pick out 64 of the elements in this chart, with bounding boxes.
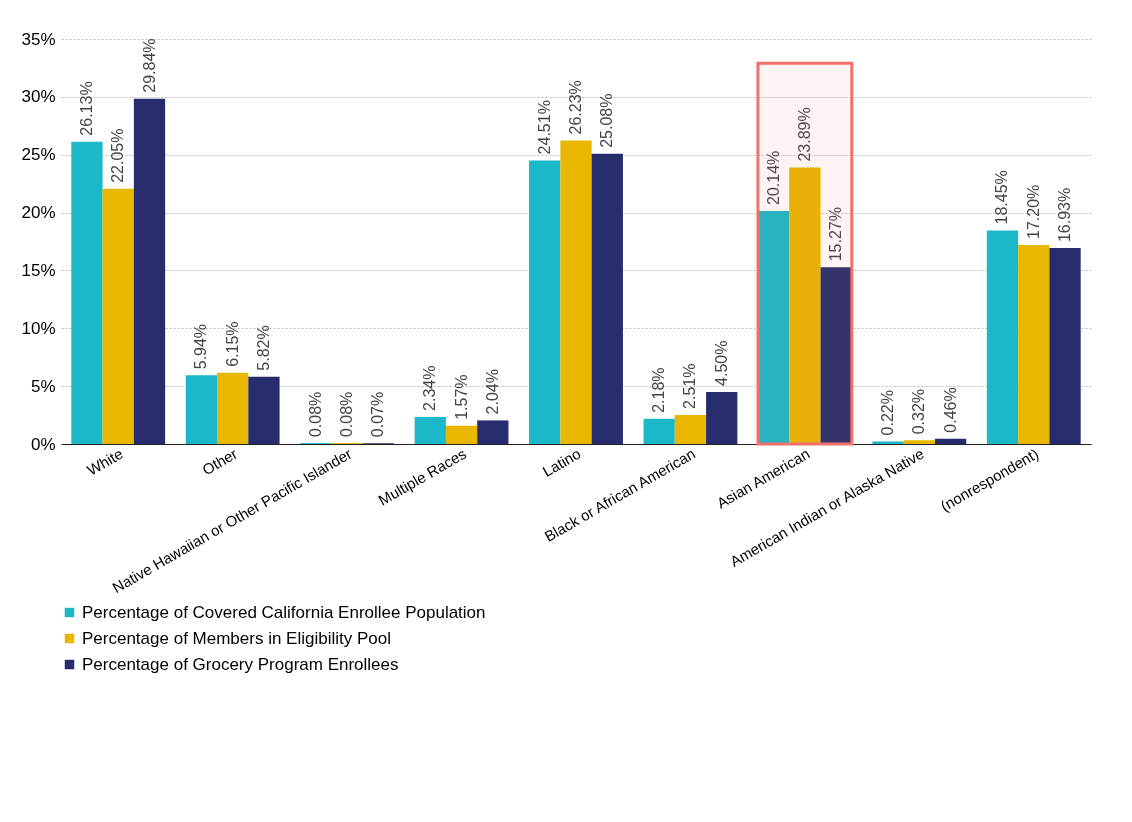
y-tick-label: 20% xyxy=(21,203,56,223)
y-tick-label: 10% xyxy=(21,318,56,338)
legend-label: Percentage of Members in Eligibility Pool xyxy=(82,628,391,648)
data-label: 16.93% xyxy=(1056,187,1074,243)
bar xyxy=(1018,244,1050,444)
data-label: 0.32% xyxy=(910,388,928,435)
y-tick-label: 15% xyxy=(21,260,56,280)
bar xyxy=(217,372,249,444)
legend-label: Percentage of Grocery Program Enrollees xyxy=(82,654,399,674)
bar xyxy=(706,391,738,444)
bar xyxy=(643,418,675,444)
bar xyxy=(820,267,852,444)
bar xyxy=(133,98,166,444)
x-tick-label: Other xyxy=(199,444,241,479)
data-label: 17.20% xyxy=(1024,184,1042,239)
bar xyxy=(986,230,1019,444)
y-tick-label: 35% xyxy=(21,29,56,49)
bar xyxy=(445,425,478,444)
bar xyxy=(414,416,446,444)
bar xyxy=(529,160,561,444)
bar xyxy=(1049,248,1081,444)
legend-label: Percentage of Covered California Enrollee Population xyxy=(82,602,486,622)
y-tick-label: 25% xyxy=(21,145,56,165)
data-label: 1.57% xyxy=(452,374,470,420)
data-label: 0.08% xyxy=(306,391,324,438)
data-label: 5.94% xyxy=(192,323,210,370)
y-tick-label: 30% xyxy=(21,87,56,107)
data-label: 0.07% xyxy=(369,391,387,438)
bar xyxy=(185,375,218,444)
data-label: 2.34% xyxy=(421,365,439,411)
bar xyxy=(674,414,707,444)
data-label: 26.13% xyxy=(77,81,95,136)
data-label: 18.45% xyxy=(993,170,1011,225)
data-label: 29.84% xyxy=(140,38,158,93)
data-label: 22.05% xyxy=(109,128,127,183)
data-label: 0.22% xyxy=(879,390,897,436)
y-tick-label: 0% xyxy=(30,434,56,454)
data-label: 15.27% xyxy=(827,207,845,262)
x-tick-label: White xyxy=(84,444,126,479)
bar xyxy=(934,438,967,444)
data-label: 0.46% xyxy=(941,387,959,433)
bar xyxy=(591,153,623,444)
data-label: 23.89% xyxy=(795,107,813,162)
data-label: 20.14% xyxy=(764,150,782,205)
data-label: 0.08% xyxy=(338,391,356,438)
data-label: 25.08% xyxy=(598,93,616,148)
bar xyxy=(71,141,103,444)
data-label: 2.18% xyxy=(650,367,668,413)
bar xyxy=(477,420,509,444)
bar xyxy=(872,441,904,444)
bar xyxy=(903,440,935,444)
bar xyxy=(102,188,134,444)
data-label: 24.51% xyxy=(535,100,553,155)
y-tick-label: 5% xyxy=(30,376,56,396)
bar xyxy=(757,210,790,444)
data-label: 6.15% xyxy=(223,321,241,367)
data-label: 5.82% xyxy=(254,325,272,371)
bar xyxy=(560,140,592,444)
bar xyxy=(789,167,821,444)
data-label: 2.04% xyxy=(483,369,501,415)
data-label: 4.50% xyxy=(712,340,730,386)
bar xyxy=(248,376,280,444)
data-label: 26.23% xyxy=(567,80,584,135)
data-label: 2.51% xyxy=(681,363,699,409)
